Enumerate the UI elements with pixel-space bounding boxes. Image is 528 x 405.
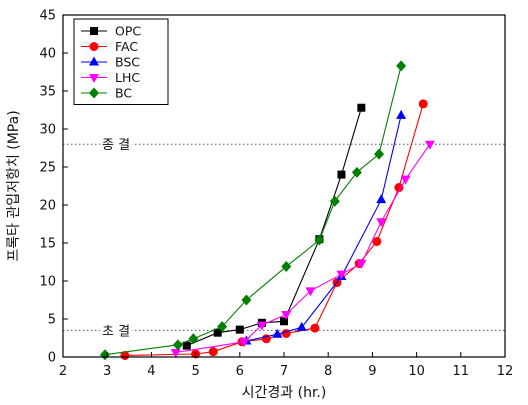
x-axis-title: 시간경과 (hr.): [242, 385, 327, 401]
data-point-opc: [182, 341, 191, 350]
data-point-bsc: [296, 321, 307, 331]
data-point-bc: [188, 333, 199, 345]
x-tick-label: 10: [408, 364, 425, 379]
y-tick-label: 30: [39, 123, 56, 138]
x-tick-label: 8: [324, 364, 332, 379]
legend-label-opc: OPC: [115, 24, 141, 39]
x-tick-label: 4: [147, 364, 155, 379]
series-line-fac: [124, 103, 424, 357]
legend-item-bsc: BSC: [81, 55, 140, 70]
data-point-lhc: [356, 260, 367, 270]
data-point-lhc: [336, 270, 347, 280]
x-tick-label: 7: [280, 364, 288, 379]
data-point-bsc: [272, 328, 283, 338]
data-point-opc: [337, 170, 346, 179]
data-point-bc: [329, 195, 340, 207]
y-tick-label: 35: [39, 85, 56, 100]
series-bc: [99, 60, 407, 361]
legend-marker-lhc: [89, 74, 99, 83]
data-point-lhc: [424, 140, 435, 150]
x-tick-label: 6: [236, 364, 244, 379]
series-opc: [182, 103, 366, 350]
data-point-fac: [310, 323, 320, 333]
legend-label-lhc: LHC: [115, 70, 140, 85]
series-line-bc: [104, 65, 402, 356]
series-line-bsc: [246, 115, 402, 342]
data-point-fac: [208, 347, 218, 357]
legend-item-lhc: LHC: [81, 70, 140, 85]
data-point-opc: [213, 328, 222, 337]
x-tick-label: 2: [59, 364, 67, 379]
legend-item-fac: FAC: [81, 39, 138, 54]
legend-marker-opc: [90, 27, 98, 35]
y-tick-label: 25: [39, 161, 56, 176]
reference-lines: 종 결초 결: [63, 137, 505, 341]
x-tick-label: 11: [453, 364, 470, 379]
data-point-opc: [357, 103, 366, 112]
data-point-bc: [351, 166, 362, 178]
series-line-opc: [186, 107, 362, 347]
data-point-bsc: [396, 109, 407, 119]
data-point-fac: [394, 183, 404, 193]
data-point-lhc: [376, 218, 387, 228]
series-layer: [99, 60, 435, 361]
data-point-bc: [314, 234, 325, 246]
reference-line-label: 초 결: [102, 324, 130, 339]
y-tick-label: 45: [39, 9, 56, 24]
data-point-bc: [281, 261, 292, 273]
series-fac: [120, 99, 428, 360]
reference-line-label: 종 결: [102, 138, 130, 153]
reference-label-background: [100, 323, 133, 341]
data-point-lhc: [256, 321, 267, 331]
legend-label-bsc: BSC: [115, 55, 140, 70]
legend-label-fac: FAC: [115, 39, 138, 54]
x-tick-label: 12: [497, 364, 514, 379]
x-tick-label: 5: [191, 364, 199, 379]
reference-label-background: [100, 137, 133, 155]
data-point-opc: [280, 317, 288, 326]
legend-marker-bsc: [89, 56, 99, 66]
legend-marker-bc: [89, 87, 99, 99]
legend-item-opc: OPC: [81, 24, 141, 39]
data-point-lhc: [305, 287, 316, 297]
data-point-fac: [120, 350, 130, 360]
x-tick-label: 3: [103, 364, 111, 379]
data-point-lhc: [400, 175, 411, 185]
y-tick-label: 10: [39, 275, 56, 290]
legend-label-bc: BC: [115, 86, 132, 101]
data-point-bc: [241, 294, 252, 306]
data-point-bc: [217, 321, 228, 333]
legend-marker-fac: [89, 42, 99, 51]
series-line-lhc: [175, 143, 431, 353]
data-point-bc: [374, 148, 385, 160]
series-lhc: [170, 140, 435, 358]
y-axis-title: 프록타 관입저항치 (MPa): [6, 110, 22, 261]
y-tick-label: 15: [39, 237, 56, 252]
data-point-fac: [372, 236, 382, 246]
y-tick-label: 40: [39, 47, 56, 62]
data-point-bc: [396, 60, 407, 72]
data-point-lhc: [239, 338, 250, 348]
x-tick-label: 9: [368, 364, 376, 379]
data-point-lhc: [281, 310, 292, 320]
data-point-bsc: [376, 194, 387, 204]
legend-item-bc: BC: [81, 86, 132, 101]
data-point-bc: [99, 349, 110, 361]
y-tick-label: 5: [48, 313, 56, 328]
data-point-fac: [418, 99, 428, 109]
data-point-opc: [235, 325, 244, 334]
y-tick-label: 0: [48, 351, 56, 366]
data-point-bc: [172, 339, 183, 351]
data-point-lhc: [170, 348, 181, 358]
y-tick-label: 20: [39, 199, 56, 214]
